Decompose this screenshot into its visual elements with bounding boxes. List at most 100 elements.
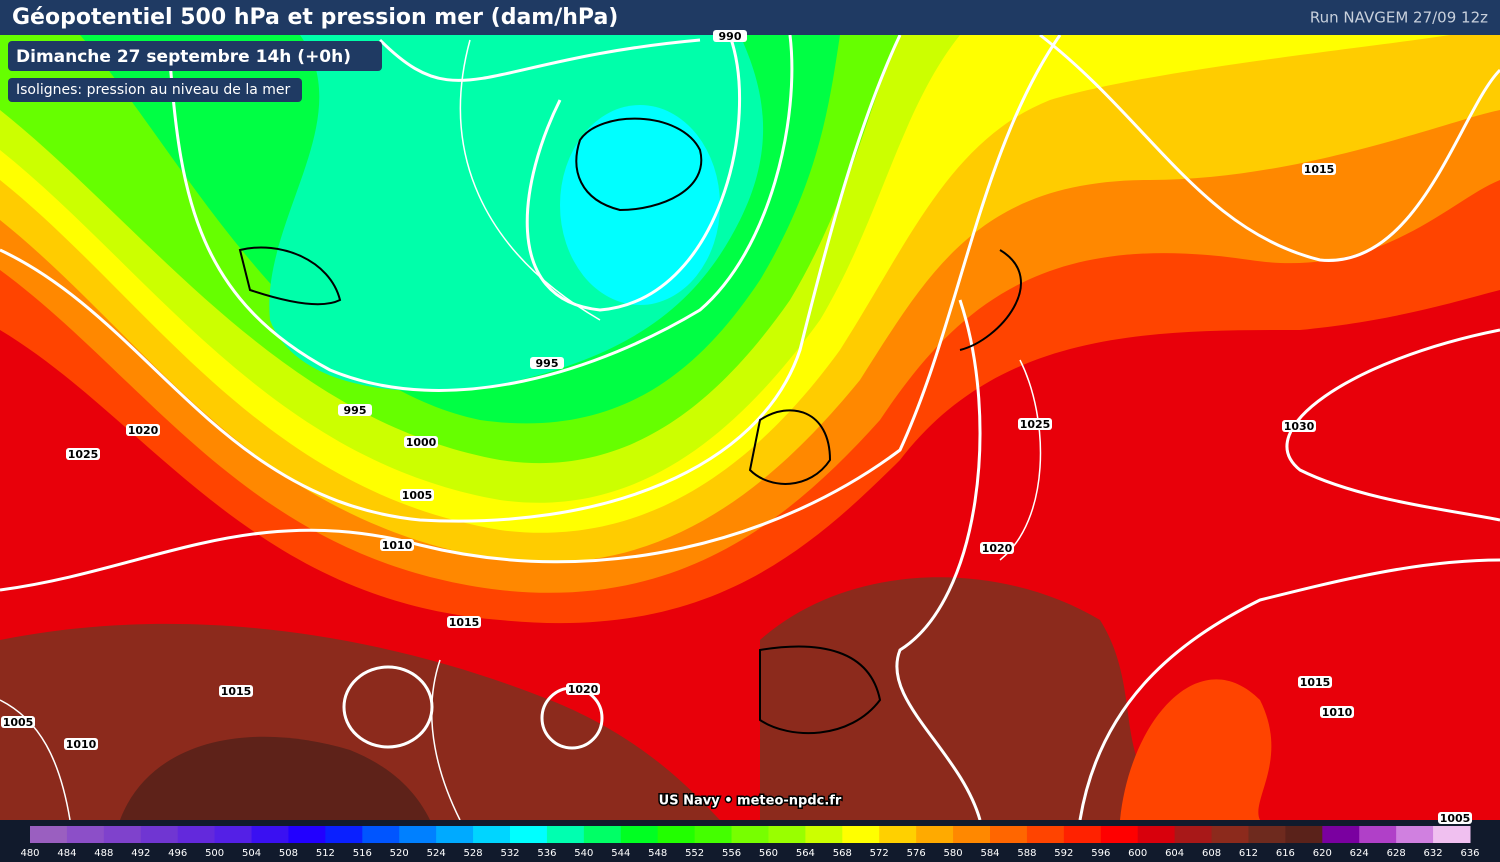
colorbar-tick-label: 488 [94,848,113,859]
date-label: Dimanche 27 septembre 14h (+0h) [16,47,351,67]
colorbar-swatch [30,826,68,843]
field-band [1120,679,1272,820]
colorbar-swatch [1174,826,1213,843]
isolines-box [8,78,302,102]
isobar-label-bg [126,424,160,436]
colorbar-tick-label: 508 [279,848,298,859]
colorbar-swatch [879,826,917,843]
colorbar-swatch [1063,826,1102,843]
isobar-label: 1020 [982,542,1013,555]
isobar-label: 1030 [1284,420,1315,433]
colorbar-tick-label: 568 [833,848,852,859]
isobar [1285,328,1500,522]
isobar-label-bg [566,683,600,695]
isobar [168,34,794,392]
colorbar-tick-label: 500 [205,848,224,859]
date-box [8,41,382,71]
field-band [560,105,720,305]
colorbar-swatch [1100,826,1139,843]
isobar-label-bg [64,738,98,750]
colorbar-swatch [657,826,696,843]
colorbar-tick-label: 588 [1017,848,1036,859]
colorbar-tick-label: 496 [168,848,187,859]
colorbar-tick-label: 492 [131,848,150,859]
colorbar-tick-label: 516 [353,848,372,859]
isobar-label-bg [380,539,414,551]
colorbar-swatch [103,826,142,843]
colorbar-swatch [842,826,880,843]
colorbar-swatch [1248,826,1286,843]
isobar-label-bg [219,685,253,697]
colorbar-tick-label: 524 [427,848,446,859]
isobar-label-bg [1320,706,1354,718]
colorbar-tick-label: 544 [611,848,630,859]
colorbar-tick-label: 576 [907,848,926,859]
colorbar-tick-label: 608 [1202,848,1221,859]
colorbar-tick-label: 628 [1387,848,1406,859]
isobar-label-bg [1298,676,1332,688]
colorbar-tick-label: 572 [870,848,889,859]
field-band [760,577,1200,820]
colorbar-tick-label: 604 [1165,848,1184,859]
isobar-label-bg [400,489,434,501]
isobar-label: 1025 [1020,418,1051,431]
colorbar-swatch [66,826,105,843]
isobar-label-bg [1282,420,1316,432]
colorbar-tick-label: 596 [1091,848,1110,859]
header-bar [0,0,1500,35]
colorbar-tick-label: 560 [759,848,778,859]
colorbar-swatch [399,826,437,843]
colorbar-tick-label: 548 [648,848,667,859]
colorbar-tick-label: 556 [722,848,741,859]
isobar [895,299,982,821]
colorbar-swatch [953,826,991,843]
isobar-label-bg [713,30,747,42]
coastline [238,117,1022,735]
isobar-label: 990 [719,30,742,43]
colorbar-tick-label: 624 [1350,848,1369,859]
isobar [0,34,1062,592]
colorbar-tick-label: 504 [242,848,261,859]
colorbar-swatch [1285,826,1323,843]
isobar-label: 1005 [402,489,433,502]
colorbar-swatch [288,826,326,843]
isobar-label: 1010 [66,738,97,751]
colorbar-tick-label: 584 [980,848,999,859]
colorbar-swatch [805,826,843,843]
colorbar-tick-label: 540 [574,848,593,859]
colorbar-tick-label: 536 [537,848,556,859]
isobar-label: 1020 [128,424,159,437]
colorbar-tick-label: 532 [500,848,519,859]
isobar-label-bg [1018,418,1052,430]
isobar-label: 1020 [568,683,599,696]
isobar-label: 1015 [1304,163,1335,176]
isobar-label: 1025 [68,448,99,461]
isobar-label: 1015 [221,685,252,698]
colorbar-swatch [140,826,179,843]
colorbar-swatch [731,826,769,843]
colorbar-swatch [1359,826,1397,843]
colorbar-swatch [1026,826,1065,843]
colorbar-swatch [1322,826,1360,843]
isobar-label: 1015 [1300,676,1331,689]
credit: US Navy • meteo-npdc.fr [659,794,842,809]
isobar-label-bg [980,542,1014,554]
isobar-label-bg [66,448,100,460]
colorbar-swatch [214,826,253,843]
isobar-label-bg [447,616,481,628]
isobar-label: 1015 [449,616,480,629]
colorbar-tick-label: 632 [1424,848,1443,859]
isobar-label-bg [1,716,35,728]
colorbar-tick-label: 520 [390,848,409,859]
colorbar-tick-label: 512 [316,848,335,859]
colorbar-tick-label: 612 [1239,848,1258,859]
colorbar-swatch [473,826,511,843]
colorbar-swatch [325,826,363,843]
colorbar-swatch [362,826,400,843]
colorbar-swatch [620,826,659,843]
isobar-label-bg [1438,812,1472,824]
colorbar-swatch [1137,826,1176,843]
colorbar-swatch [694,826,733,843]
